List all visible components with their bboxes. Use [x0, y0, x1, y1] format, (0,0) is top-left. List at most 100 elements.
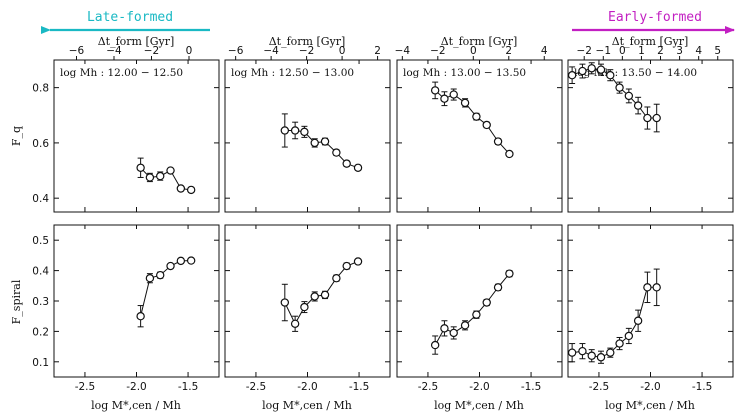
xlabel-3: log M*,cen / Mh: [434, 399, 524, 412]
data-point: [578, 66, 587, 76]
data-point: [460, 321, 470, 330]
panel-frame: [53, 224, 220, 378]
top-tick-label: 2: [505, 45, 512, 57]
x-tick-label: -2.0: [126, 381, 147, 393]
data-point: [290, 126, 300, 135]
top-tick-label: −4: [395, 45, 411, 57]
data-point: [493, 137, 503, 146]
data-point: [342, 159, 351, 168]
top-tick-label: −2: [576, 45, 591, 57]
panel-Fspiral-mass-12.0: -2.5 -2.0 -1.5 0.1 0.2 0.3 0.4 0.5: [32, 224, 220, 393]
data-point: [320, 290, 330, 300]
data-point: [505, 269, 514, 278]
xlabel-2: log M*,cen / Mh: [262, 399, 352, 412]
y-tick-label: 0.1: [32, 357, 49, 369]
series-line: [572, 286, 657, 358]
data-point: [578, 346, 587, 356]
data-point: [633, 101, 643, 110]
x-tick-label: -2.5: [75, 381, 96, 393]
panel-frame: [396, 224, 563, 378]
data-point: [624, 91, 634, 101]
data-point: [587, 351, 596, 360]
data-point: [176, 184, 186, 193]
top-axis-title-1: Δt_form [Gyr]: [98, 35, 175, 48]
top-tick-label: 2: [657, 45, 664, 57]
data-point: [136, 312, 145, 321]
top-tick-label: 5: [714, 45, 721, 57]
data-point: [186, 185, 196, 195]
panel-Fspiral-mass-13.5: -2.5 -2.0 -1.5: [567, 224, 734, 393]
top-tick-label: 0: [186, 45, 193, 57]
x-tick-label: -2.5: [246, 381, 267, 393]
y-tick-label: 0.4: [32, 266, 49, 278]
panel-frame: [224, 224, 391, 378]
x-tick-label: -2.0: [469, 381, 490, 393]
series-line: [571, 67, 657, 119]
top-tick-label: 3: [676, 45, 683, 57]
panel-label: log Mh : 12.00 − 12.50: [60, 67, 183, 79]
data-point: [430, 340, 440, 350]
data-point: [596, 65, 606, 74]
top-axis-title-2: Δt_form [Gyr]: [269, 35, 346, 48]
data-point: [332, 148, 341, 157]
data-point: [353, 257, 363, 266]
top-tick-label: −2: [144, 45, 159, 57]
top-tick-label: 4: [695, 45, 702, 57]
top-tick-label: −4: [263, 45, 279, 57]
data-point: [449, 328, 458, 338]
top-tick-label: −6: [69, 45, 85, 57]
y-tick-label: 0.6: [32, 138, 49, 150]
data-point: [430, 86, 440, 95]
panel-Fq-mass-12.5: −6 −4 −2 0 2 log Mh : 12.50 − 13.00: [224, 45, 391, 213]
data-point: [440, 324, 449, 333]
y-tick-label: 0.2: [32, 326, 49, 338]
top-tick-label: −2: [299, 45, 314, 57]
panel-Fq-mass-12.0: −6 −4 −2 0 0.4 0.6 0.8 log Mh : 12.00 − 12.50: [32, 45, 220, 213]
data-point: [472, 112, 481, 121]
data-point: [652, 113, 661, 123]
data-point: [332, 274, 341, 283]
data-point: [615, 83, 624, 92]
x-tick-label: -2.0: [297, 381, 318, 393]
data-point: [567, 348, 577, 357]
data-point: [505, 149, 514, 159]
data-point: [166, 261, 175, 271]
top-tick-label: −4: [106, 45, 122, 57]
data-point: [606, 348, 615, 357]
top-tick-label: 0: [339, 45, 346, 57]
series-line: [284, 261, 359, 325]
y-tick-label: 0.8: [32, 83, 49, 95]
data-point: [449, 90, 458, 99]
x-tick-label: -2.5: [418, 381, 439, 393]
data-point: [652, 283, 661, 292]
data-point: [186, 256, 196, 265]
data-point: [166, 166, 175, 175]
top-tick-label: −6: [228, 45, 244, 57]
late-formed-label: Late-formed: [87, 10, 173, 25]
early-formed-label: Early-formed: [608, 10, 702, 25]
y-tick-label: 0.3: [32, 296, 49, 308]
data-point: [290, 319, 300, 328]
data-point: [643, 283, 652, 292]
data-point: [156, 270, 165, 280]
data-point: [606, 70, 615, 80]
data-point: [320, 137, 330, 146]
x-tick-label: -1.5: [521, 381, 542, 393]
panels-group: −6 −4 −2 0 0.4 0.6 0.8 log Mh : 12.00 − 12.50 −6…: [32, 45, 734, 393]
data-point: [310, 138, 319, 148]
data-point: [615, 339, 624, 348]
panel-frame: [567, 59, 734, 213]
y-tick-label: 0.5: [32, 235, 49, 247]
data-point: [624, 331, 634, 341]
xlabel-4: log M*,cen / Mh: [605, 399, 695, 412]
panel-label: log Mh : 13.00 − 13.50: [403, 67, 526, 79]
panel-frame: [224, 59, 391, 213]
top-tick-label: −1: [596, 45, 611, 57]
x-tick-label: -2.0: [640, 381, 661, 393]
data-point: [587, 64, 596, 73]
data-point: [145, 173, 155, 182]
data-point: [633, 316, 643, 325]
ylabel-fspiral: F_spiral: [10, 279, 23, 324]
